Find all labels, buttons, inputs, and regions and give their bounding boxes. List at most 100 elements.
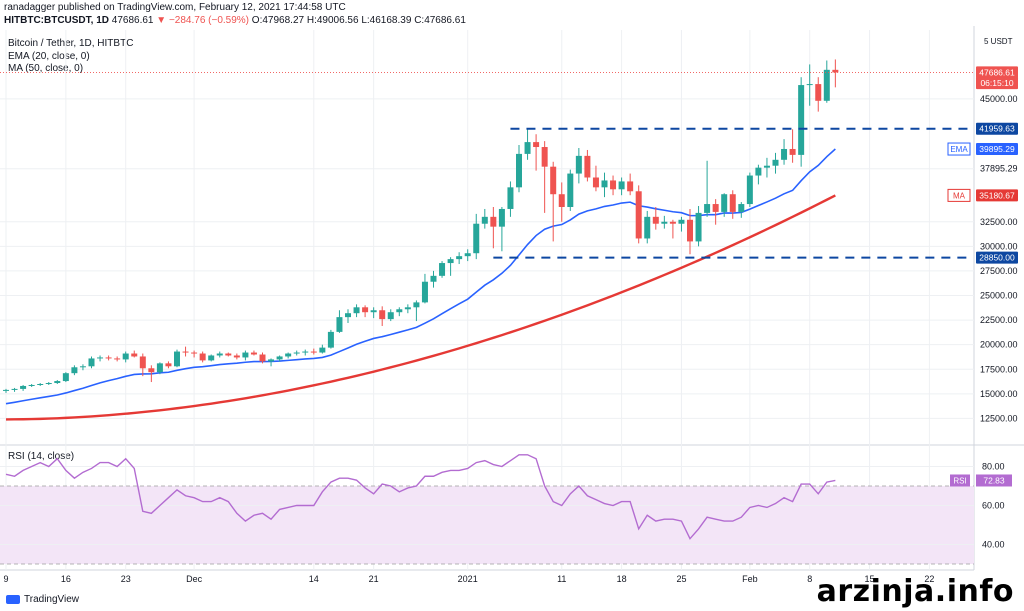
candle-body: [268, 359, 275, 362]
y-tick-label: 25000.00: [980, 291, 1018, 301]
rsi-tick-label: 80.00: [982, 462, 1005, 472]
candle-body: [242, 352, 249, 358]
low-value: L:46168.39: [361, 15, 412, 26]
ohlc-readout: HITBTC:BTCUSDT, 1D 47686.61 ▼ −284.76 (−…: [4, 15, 466, 26]
candle-body: [20, 385, 27, 389]
y-tick-label: 17500.00: [980, 364, 1018, 374]
rsi-value-label: 72.83: [983, 475, 1005, 485]
candle-body: [729, 194, 736, 212]
last-price: 47686.61: [111, 15, 154, 26]
tradingview-logo: TradingView: [6, 594, 79, 605]
x-tick-label: 15: [865, 574, 875, 584]
candle-body: [62, 373, 69, 382]
price-chart[interactable]: 12500.00 15000.00 17500.00 20000.00 22500.00…: [0, 0, 1024, 592]
candle-body: [97, 357, 104, 359]
candle-body: [524, 142, 531, 154]
candle-body: [558, 194, 565, 207]
candle-body: [345, 313, 351, 318]
candle-body: [45, 383, 52, 385]
tradingview-brand: TradingView: [24, 594, 80, 605]
candle-body: [695, 212, 702, 242]
candle-body: [575, 155, 582, 174]
x-tick-label: 18: [617, 574, 627, 584]
price-axis-tag: [976, 66, 1018, 79]
price-axis-tag: [976, 143, 1018, 156]
candle-body: [225, 353, 232, 356]
candle-body: [122, 353, 129, 360]
candle-body: [798, 85, 805, 155]
candle-body: [481, 216, 488, 224]
candle-body: [362, 307, 369, 313]
candle-body: [456, 256, 463, 260]
candle-body: [396, 309, 403, 313]
candle-body: [3, 389, 9, 391]
ema-20-line: [5, 148, 836, 405]
candle-body: [832, 69, 839, 73]
price-axis-tag-label: 41959.63: [979, 124, 1015, 134]
price-change: ▼ −284.76 (−0.59%): [156, 15, 250, 26]
candle-body: [430, 275, 437, 282]
candle-body: [447, 259, 454, 264]
candle-body: [507, 187, 514, 209]
candle-body: [704, 204, 711, 213]
candle-body: [627, 181, 634, 192]
candle-body: [567, 173, 574, 207]
candle-body: [285, 353, 292, 357]
price-axis-tag: [976, 122, 1018, 135]
candle-body: [302, 351, 309, 353]
x-tick-label: 23: [121, 574, 131, 584]
candle-body: [11, 388, 18, 390]
y-tick-label: 32500.00: [980, 217, 1018, 227]
candle-body: [806, 84, 813, 86]
candle-body: [191, 352, 198, 354]
x-tick-label: 8: [807, 574, 812, 584]
candle-body: [516, 153, 522, 188]
candle-body: [370, 310, 377, 313]
tradingview-logo-icon: [6, 595, 20, 604]
candle-body: [276, 356, 283, 360]
candle-body: [464, 253, 471, 257]
candle-body: [165, 363, 172, 367]
high-value: H:49006.56: [306, 15, 359, 26]
candle-body: [199, 353, 206, 361]
x-tick-label: 25: [676, 574, 686, 584]
x-tick-label: 21: [369, 574, 379, 584]
y-tick-label: 22500.00: [980, 315, 1018, 325]
candle-body: [678, 219, 685, 224]
y-tick-label: 20000.00: [980, 340, 1018, 350]
rsi-value-tag: [976, 474, 1012, 487]
x-tick-label: Feb: [742, 574, 758, 584]
candle-body: [88, 358, 95, 367]
candle-body: [310, 351, 317, 353]
close-value: C:47686.61: [414, 15, 466, 26]
x-tick-label: Dec: [186, 574, 203, 584]
symbol-label: HITBTC:BTCUSDT, 1D: [4, 15, 109, 26]
candle-body: [815, 84, 822, 101]
candle-body: [823, 69, 830, 101]
candle-body: [421, 281, 428, 303]
candle-body: [721, 194, 728, 212]
ma-50-line: [5, 194, 836, 421]
y-tick-label: 45000.00: [980, 94, 1018, 104]
candle-body: [712, 204, 719, 212]
candle-body: [216, 353, 223, 356]
candle-body: [618, 181, 625, 190]
publisher-line: ranadagger published on TradingView.com,…: [4, 2, 346, 13]
candle-body: [105, 357, 112, 359]
chart-title: Bitcoin / Tether, 1D, HITBTC: [8, 38, 134, 49]
price-axis-tag-label: 06:15:10: [980, 78, 1013, 88]
candle-body: [635, 191, 642, 239]
candle-body: [550, 166, 557, 195]
candle-body: [174, 351, 180, 367]
candle-body: [669, 221, 676, 224]
price-axis-tag: [976, 189, 1018, 202]
open-value: O:47968.27: [251, 15, 305, 26]
candle-body: [533, 142, 540, 148]
candle-body: [54, 381, 61, 384]
candle-body: [755, 167, 762, 176]
candle-body: [781, 148, 788, 160]
candle-body: [763, 165, 770, 168]
candle-body: [148, 368, 155, 373]
candle-body: [156, 363, 163, 373]
candle-body: [379, 310, 386, 320]
